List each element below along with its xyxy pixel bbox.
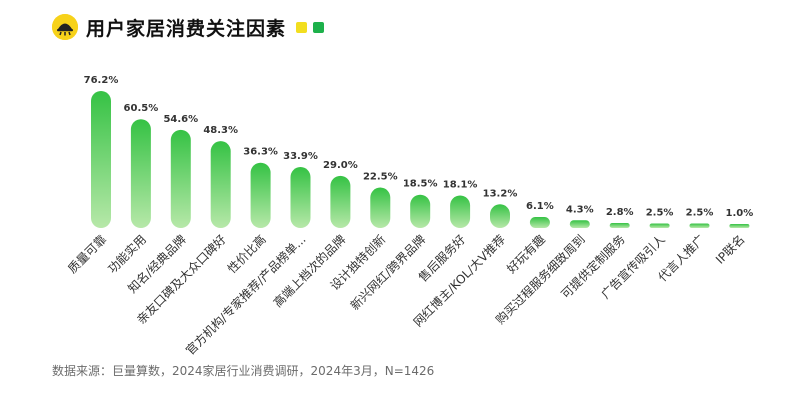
bar-17 (729, 224, 750, 228)
title-bar: 用户家居消费关注因素 (52, 10, 325, 44)
bar-15 (649, 223, 670, 228)
bar-10 (450, 195, 471, 228)
value-label-6: 33.9% (283, 151, 318, 162)
value-label-10: 18.1% (443, 179, 478, 190)
bar-3 (170, 129, 191, 228)
category-label-11: 网红博主/KOL/大V推荐 (410, 232, 508, 330)
value-label-13: 4.3% (566, 204, 594, 215)
bar-7 (330, 175, 351, 228)
bar-4 (210, 141, 231, 228)
category-label-15: 广告宣传吸引人 (598, 232, 668, 302)
value-label-9: 18.5% (403, 179, 438, 190)
value-label-17: 1.0% (726, 208, 754, 219)
category-label-4: 亲友口碑及大众口碑好 (133, 232, 228, 327)
value-label-16: 2.5% (686, 208, 714, 219)
chart-title: 用户家居消费关注因素 (86, 17, 287, 40)
value-label-7: 29.0% (323, 160, 358, 171)
bar-5 (250, 162, 271, 228)
value-label-11: 13.2% (483, 188, 518, 199)
bar-13 (569, 220, 590, 228)
data-source-note: 数据来源：巨量算数，2024家居行业消费调研，2024年3月，N=1426 (52, 364, 435, 378)
category-label-3: 知名/经典品牌 (125, 232, 189, 296)
category-label-10: 售后服务好 (415, 232, 468, 285)
value-label-15: 2.5% (646, 208, 674, 219)
dome-logo-icon (52, 14, 78, 40)
legend-swatch-yellow (296, 21, 308, 33)
bar-14 (609, 222, 630, 228)
category-label-6: 官方机构/专家推荐/产品榜单... (182, 232, 308, 358)
bar-2 (130, 119, 151, 228)
category-label-2: 功能实用 (104, 232, 149, 277)
value-label-3: 54.6% (163, 114, 198, 125)
value-label-5: 36.3% (243, 147, 278, 158)
category-label-9: 新兴网红/跨界品牌 (347, 232, 428, 313)
category-label-17: IP联名 (712, 232, 747, 267)
bar-1 (91, 91, 111, 228)
category-label-1: 质量可靠 (65, 232, 109, 276)
value-label-4: 48.3% (203, 125, 238, 136)
legend-swatch-green (313, 21, 325, 33)
category-label-8: 设计独特创新 (327, 232, 389, 294)
category-label-16: 代言人推广 (655, 232, 707, 284)
value-label-14: 2.8% (606, 207, 634, 218)
category-label-12: 好玩有趣 (503, 232, 548, 277)
value-label-8: 22.5% (363, 172, 398, 183)
bar-6 (290, 167, 311, 228)
value-label-2: 60.5% (124, 103, 159, 114)
category-label-7: 高端上档次的品牌 (270, 232, 348, 310)
bar-9 (410, 194, 431, 228)
category-label-5: 性价比高 (224, 232, 269, 277)
bar-16 (689, 223, 710, 228)
category-label-14: 可提供定制服务 (558, 232, 628, 302)
value-label-1: 76.2% (84, 75, 119, 86)
value-label-12: 6.1% (526, 201, 554, 212)
bar-11 (490, 204, 510, 228)
category-label-13: 购买过程服务细致周到 (492, 232, 587, 327)
bar-8 (370, 187, 391, 228)
bar-12 (529, 217, 550, 228)
